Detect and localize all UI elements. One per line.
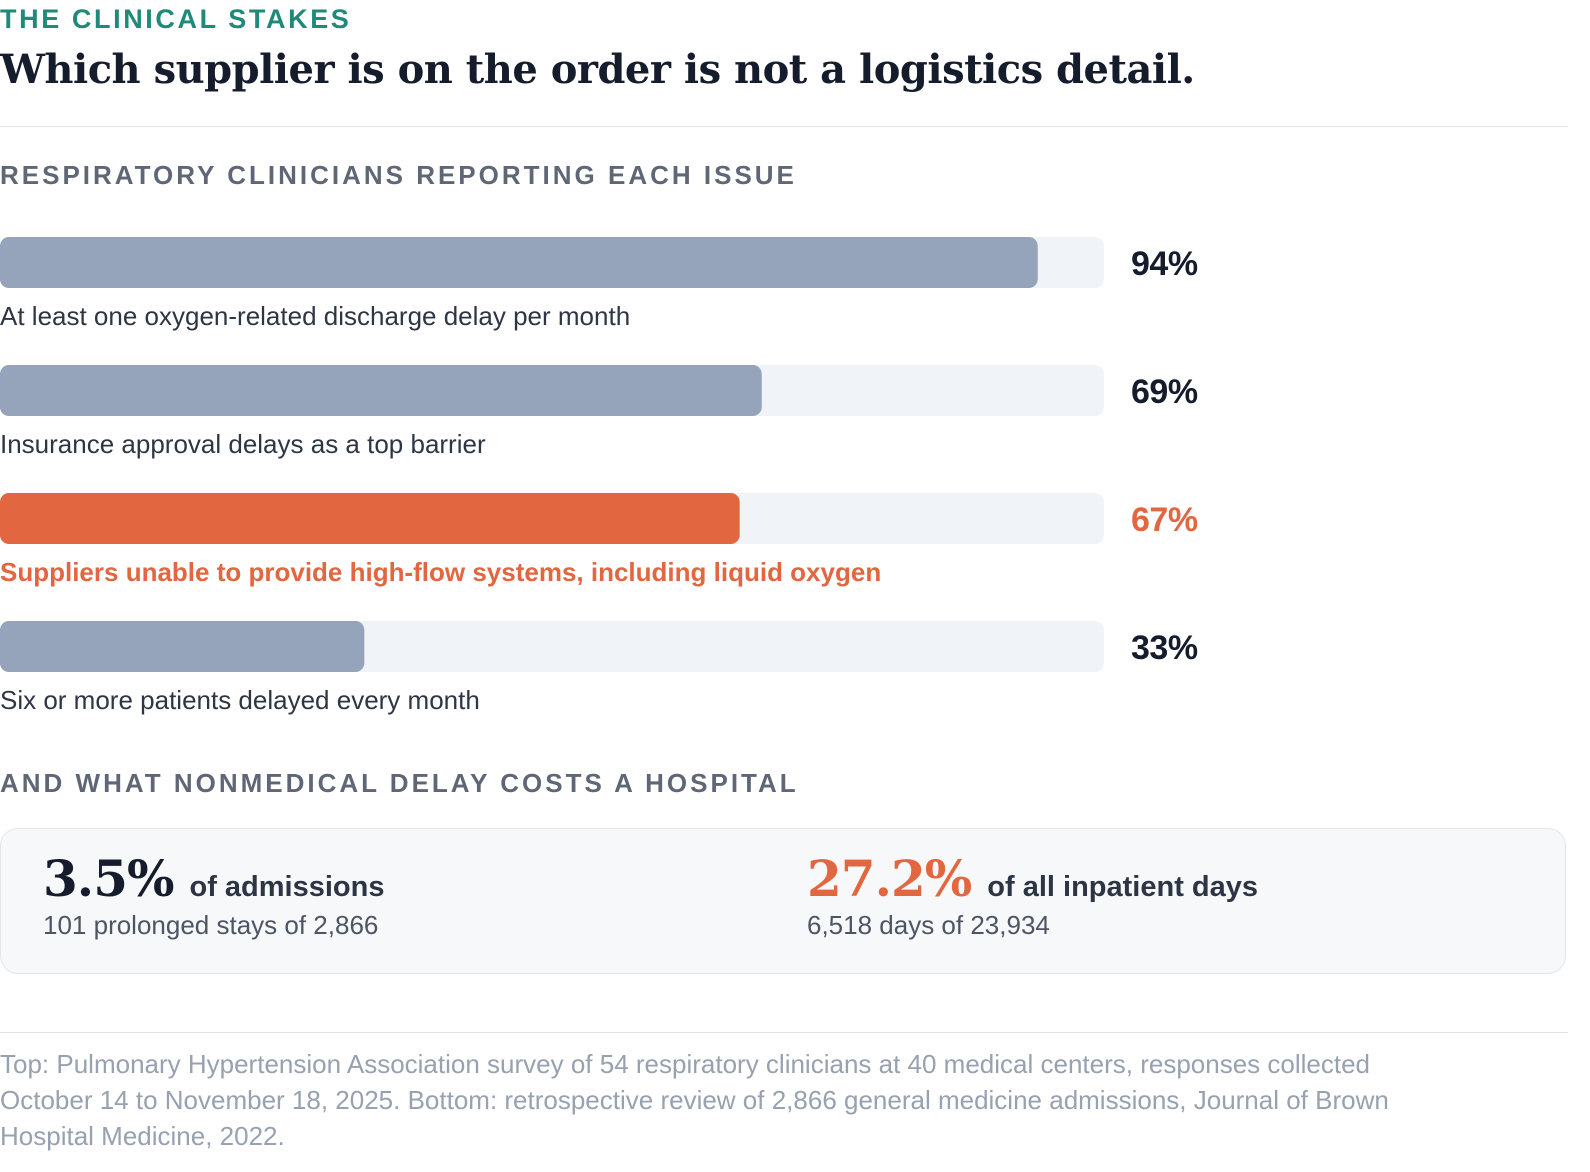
value-label: 67%: [1131, 501, 1198, 539]
category-label: Insurance approval delays as a top barri…: [0, 429, 486, 459]
inpatient-days-stat: 27.2% of all inpatient days 6,518 days of…: [807, 849, 1258, 941]
admissions-stat: 3.5% of admissions 101 prolonged stays of…: [43, 849, 385, 941]
chart-title: RESPIRATORY CLINICIANS REPORTING EACH IS…: [0, 160, 797, 190]
headline: Which supplier is on the order is not a …: [0, 46, 1195, 93]
bar: [0, 621, 365, 672]
bar: [0, 365, 762, 416]
inpatient-days-value: 27.2%: [807, 849, 972, 908]
inpatient-days-unit: of all inpatient days: [987, 871, 1259, 903]
admissions-unit: of admissions: [189, 871, 385, 903]
source-footnote: Top: Pulmonary Hypertension Association …: [0, 1049, 1389, 1151]
footnote-divider: [0, 1032, 1568, 1033]
top-divider: [0, 126, 1568, 127]
costs-title: AND WHAT NONMEDICAL DELAY COSTS A HOSPIT…: [0, 768, 799, 798]
category-label: Six or more patients delayed every month: [0, 685, 480, 715]
admissions-value: 3.5%: [43, 849, 174, 908]
value-label: 33%: [1131, 629, 1198, 667]
bar-chart: 94% At least one oxygen-related discharge…: [0, 237, 1198, 715]
inpatient-days-detail: 6,518 days of 23,934: [807, 910, 1050, 940]
value-label: 69%: [1131, 373, 1198, 411]
eyebrow-label: THE CLINICAL STAKES: [0, 4, 352, 34]
bar: [0, 237, 1038, 288]
category-label: Suppliers unable to provide high-flow sy…: [0, 557, 881, 587]
category-label: At least one oxygen-related discharge de…: [0, 301, 630, 331]
value-label: 94%: [1131, 245, 1198, 283]
cost-card: 3.5% of admissions 101 prolonged stays of…: [0, 828, 1566, 974]
admissions-detail: 101 prolonged stays of 2,866: [43, 910, 379, 940]
bar-highlight: [0, 493, 740, 544]
